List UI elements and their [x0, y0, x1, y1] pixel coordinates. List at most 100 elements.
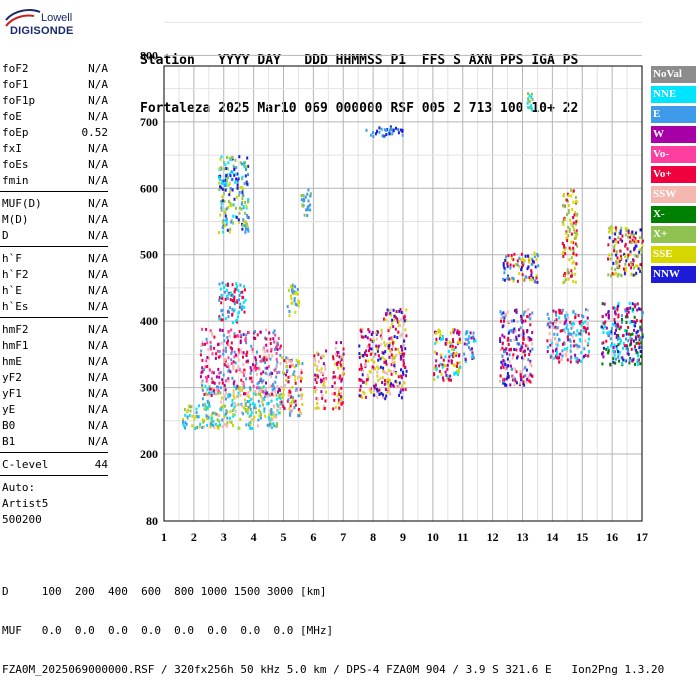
data-point	[298, 414, 301, 418]
data-point	[336, 361, 338, 365]
data-point	[204, 404, 207, 408]
data-point	[639, 307, 642, 311]
data-point	[293, 370, 296, 374]
data-point	[630, 320, 633, 323]
data-point	[244, 160, 247, 164]
data-point	[637, 240, 640, 243]
data-point	[525, 309, 528, 313]
data-point	[627, 349, 630, 353]
data-point	[614, 307, 617, 310]
data-point	[400, 374, 403, 378]
param-value: N/A	[88, 158, 108, 171]
data-point	[203, 407, 206, 411]
data-point	[317, 352, 320, 356]
data-point	[247, 200, 250, 204]
data-point	[397, 347, 400, 351]
data-point	[528, 338, 531, 342]
data-point	[512, 279, 515, 283]
data-point	[208, 391, 211, 395]
y-tick-label: 600	[140, 181, 158, 195]
data-point	[636, 363, 639, 367]
data-point	[558, 356, 561, 360]
data-point	[569, 320, 572, 324]
x-tick-label: 2	[191, 530, 197, 544]
data-point	[239, 370, 242, 374]
data-point	[198, 404, 200, 408]
data-point	[629, 306, 632, 310]
data-point	[615, 250, 618, 254]
data-point	[256, 386, 258, 390]
data-point	[519, 257, 522, 261]
data-point	[515, 263, 517, 266]
data-point	[502, 365, 505, 369]
data-point	[607, 333, 610, 337]
data-point	[364, 363, 367, 367]
data-point	[464, 360, 467, 363]
data-point	[267, 392, 270, 396]
data-point	[561, 242, 564, 245]
data-point	[571, 335, 574, 339]
data-point	[201, 418, 204, 422]
data-point	[610, 330, 613, 334]
data-point	[285, 361, 288, 364]
data-point	[619, 249, 622, 253]
data-point	[619, 232, 622, 235]
data-point	[459, 341, 462, 344]
data-point	[449, 344, 452, 348]
data-point	[256, 382, 259, 386]
data-point	[466, 330, 469, 334]
data-point	[601, 341, 604, 345]
data-point	[640, 328, 643, 332]
data-point	[572, 279, 575, 283]
data-point	[633, 240, 636, 244]
data-point	[233, 168, 236, 171]
data-point	[388, 337, 391, 341]
data-point	[339, 360, 341, 364]
data-point	[437, 330, 440, 334]
data-point	[602, 355, 605, 359]
data-point	[521, 345, 524, 349]
data-point	[279, 403, 281, 407]
data-point	[610, 344, 613, 348]
param-label: B1	[2, 435, 16, 448]
data-point	[288, 359, 290, 363]
data-point	[244, 200, 247, 204]
data-point	[224, 397, 227, 401]
data-point	[582, 315, 585, 319]
data-point	[256, 350, 258, 354]
param-label: MUF(D)	[2, 197, 42, 210]
data-point	[293, 299, 296, 303]
data-point	[388, 128, 391, 132]
data-point	[225, 295, 228, 298]
data-point	[527, 358, 530, 362]
data-point	[276, 348, 279, 351]
data-point	[245, 222, 248, 225]
data-point	[297, 304, 300, 308]
data-point	[518, 265, 521, 269]
data-point	[510, 367, 513, 371]
data-point	[631, 238, 634, 242]
data-point	[210, 377, 213, 381]
data-point	[399, 390, 402, 394]
param-value: N/A	[88, 371, 108, 384]
digisonde-logo	[4, 6, 74, 44]
data-point	[447, 374, 450, 378]
data-point	[239, 348, 242, 352]
data-point	[632, 357, 635, 361]
data-point	[511, 276, 514, 280]
data-point	[212, 420, 215, 423]
data-point	[612, 357, 615, 361]
data-point	[226, 421, 229, 425]
data-point	[370, 347, 373, 351]
data-point	[309, 194, 312, 198]
data-point	[279, 401, 282, 404]
data-point	[276, 422, 279, 426]
data-point	[239, 206, 241, 210]
data-point	[221, 281, 224, 285]
data-point	[298, 360, 300, 364]
data-point	[234, 334, 237, 338]
data-point	[323, 405, 326, 409]
data-point	[248, 400, 251, 403]
data-point	[224, 404, 227, 408]
data-point	[553, 332, 556, 336]
